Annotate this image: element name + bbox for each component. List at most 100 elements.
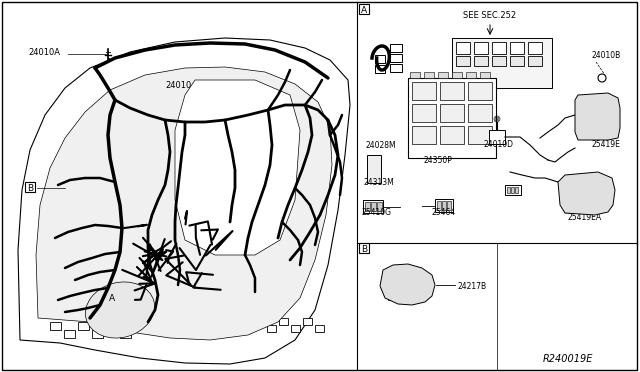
Bar <box>390 64 402 72</box>
Bar <box>468 82 492 100</box>
Bar <box>120 330 131 338</box>
Bar <box>371 202 376 211</box>
Bar <box>410 72 420 78</box>
Bar <box>412 82 436 100</box>
Bar <box>528 56 542 66</box>
Bar <box>528 42 542 54</box>
Bar <box>474 42 488 54</box>
Bar <box>510 56 524 66</box>
Text: B: B <box>27 184 33 193</box>
Bar <box>480 72 490 78</box>
Bar <box>456 56 470 66</box>
Bar <box>435 199 453 212</box>
Text: 24010D: 24010D <box>484 140 514 149</box>
Text: 25464: 25464 <box>432 208 456 217</box>
Bar <box>303 318 312 325</box>
Ellipse shape <box>86 282 154 338</box>
Circle shape <box>390 272 396 278</box>
Bar <box>377 202 382 211</box>
Text: 25419E: 25419E <box>592 140 621 149</box>
Bar <box>440 82 464 100</box>
Bar <box>412 104 436 122</box>
Bar <box>388 283 396 290</box>
Polygon shape <box>575 93 620 140</box>
Text: 24010: 24010 <box>165 81 191 90</box>
Bar <box>359 243 369 253</box>
Bar <box>267 325 276 332</box>
Bar <box>440 104 464 122</box>
Bar <box>440 126 464 144</box>
Text: 24350P: 24350P <box>424 156 453 165</box>
Polygon shape <box>380 264 435 305</box>
Bar <box>510 42 524 54</box>
Text: 24028M: 24028M <box>365 141 396 150</box>
Bar <box>412 126 436 144</box>
Bar <box>468 126 492 144</box>
Bar <box>511 187 514 193</box>
Text: A: A <box>109 294 115 303</box>
Polygon shape <box>175 80 300 255</box>
Text: A: A <box>361 6 367 15</box>
Bar <box>565 201 572 206</box>
Bar <box>279 318 288 325</box>
Bar <box>492 42 506 54</box>
Bar <box>492 56 506 66</box>
Bar <box>390 54 402 62</box>
Bar <box>363 200 383 213</box>
Bar <box>424 72 434 78</box>
Bar <box>375 65 385 73</box>
Bar <box>359 4 369 14</box>
Bar <box>367 155 381 183</box>
Bar <box>388 293 395 300</box>
Bar <box>442 201 446 210</box>
Bar <box>565 180 572 185</box>
Bar <box>582 111 590 117</box>
Bar <box>565 208 572 213</box>
Text: B: B <box>361 245 367 254</box>
Bar <box>456 42 470 54</box>
Bar <box>365 202 370 211</box>
Bar <box>466 72 476 78</box>
Text: 24217B: 24217B <box>457 282 486 291</box>
Text: 24010A: 24010A <box>28 48 60 57</box>
Bar <box>507 187 510 193</box>
Bar <box>400 280 410 288</box>
Text: 24010B: 24010B <box>592 51 621 60</box>
Polygon shape <box>558 172 615 215</box>
Bar <box>25 182 35 192</box>
Bar <box>437 201 441 210</box>
Text: R240019E: R240019E <box>543 354 593 364</box>
Bar <box>438 72 448 78</box>
Bar <box>255 318 264 325</box>
Bar <box>474 56 488 66</box>
Bar <box>582 102 590 108</box>
Bar <box>107 292 117 302</box>
Bar <box>565 187 572 192</box>
Text: SEE SEC.252: SEE SEC.252 <box>463 11 516 20</box>
Bar <box>64 330 75 338</box>
Bar <box>565 194 572 199</box>
Bar <box>447 201 451 210</box>
Bar <box>408 78 496 158</box>
Polygon shape <box>36 67 332 340</box>
Bar <box>489 130 505 144</box>
Bar <box>50 322 61 330</box>
Bar <box>515 187 518 193</box>
Bar <box>452 72 462 78</box>
Bar <box>78 322 89 330</box>
Bar <box>582 129 590 135</box>
Text: 25410G: 25410G <box>362 208 392 217</box>
Text: 24313M: 24313M <box>363 178 394 187</box>
Circle shape <box>405 269 411 275</box>
Bar <box>468 104 492 122</box>
Bar <box>92 330 103 338</box>
Bar <box>390 44 402 52</box>
Bar <box>452 38 552 88</box>
Bar <box>291 325 300 332</box>
Bar <box>582 120 590 126</box>
Bar <box>106 322 117 330</box>
Bar <box>375 55 385 63</box>
Bar <box>315 325 324 332</box>
Polygon shape <box>18 38 350 364</box>
Text: 25419EA: 25419EA <box>568 213 602 222</box>
